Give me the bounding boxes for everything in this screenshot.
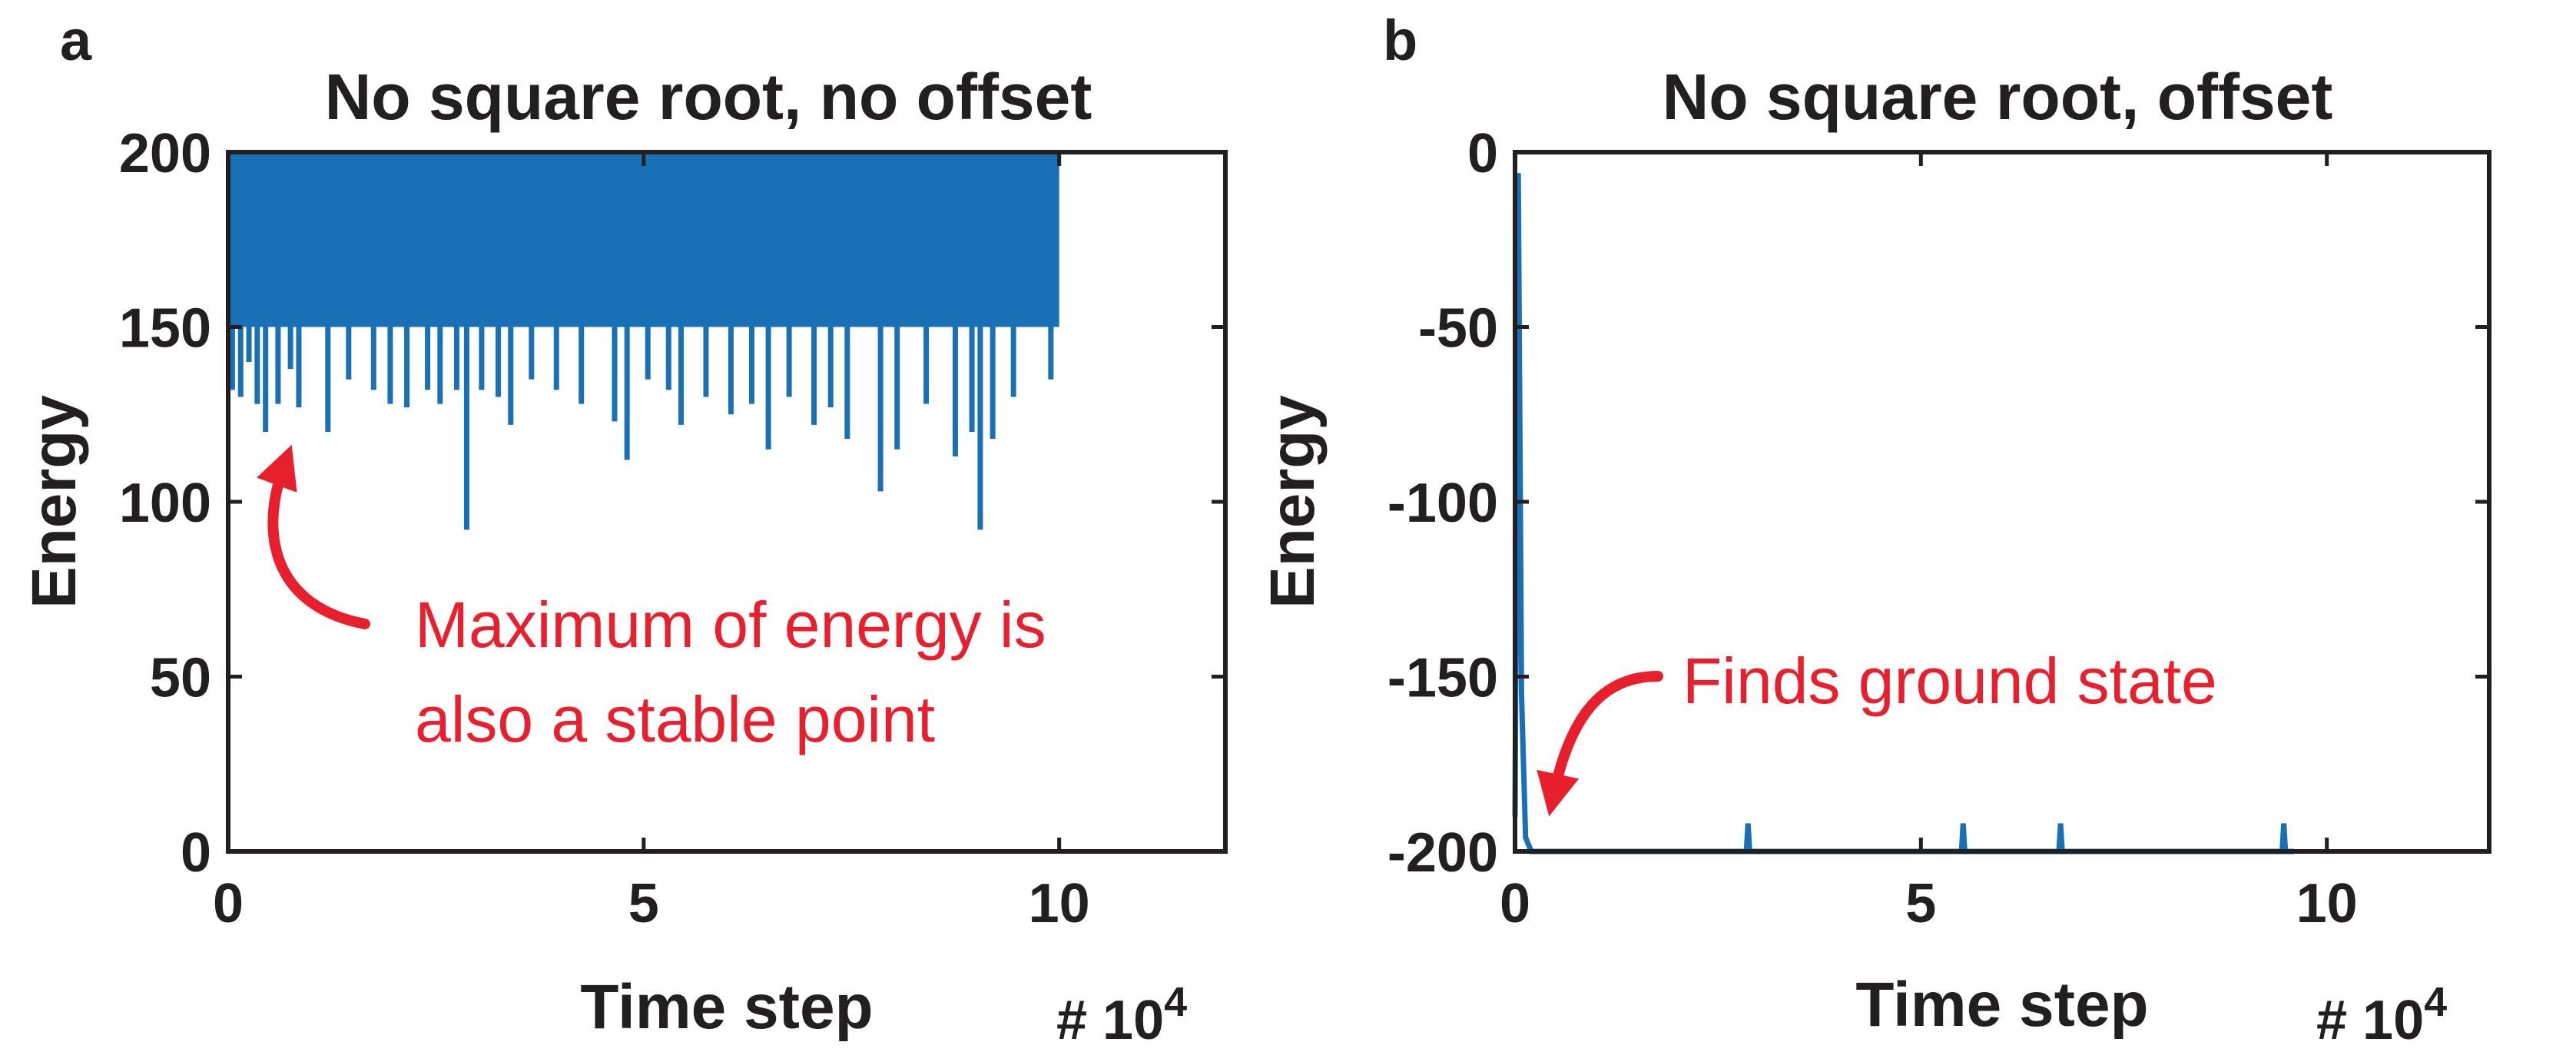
panel-a-y-axis-label: Energy (19, 395, 89, 609)
b-y-tick-label: 0 (1467, 123, 1498, 184)
a-x-tick-label: 5 (628, 873, 659, 934)
panel-a-series-band (228, 152, 1059, 327)
b-y-tick-label: -100 (1387, 473, 1498, 534)
panel-b-plot-area (1512, 173, 2295, 855)
panel-b-x-axis-label: Time step (1855, 970, 2148, 1040)
panel-a-x-ticks: 0 5 10 (213, 152, 1090, 934)
panel-b-x-ticks: 0 5 10 (1500, 152, 2358, 934)
panel-b-x-multiplier-base: # 10 (2316, 990, 2424, 1051)
b-x-tick-label: 0 (1500, 873, 1530, 934)
panel-b-y-ticks: 0 -50 -100 -150 -200 (1387, 123, 2489, 884)
a-x-tick-label: 10 (1029, 873, 1090, 934)
b-y-tick-label: -150 (1387, 648, 1498, 709)
panel-b: b No square root, offset 0 5 10 0 -50 -100 -1… (1258, 8, 2491, 1051)
panel-b-annotation: Finds ground state (1683, 645, 2217, 717)
b-y-tick-label: -50 (1418, 298, 1498, 360)
panel-b-annotation-arrow (1537, 671, 1663, 817)
panel-b-title: No square root, offset (1663, 61, 2333, 133)
panel-a-x-multiplier-exp: 4 (1164, 979, 1187, 1025)
a-y-tick-label: 150 (119, 298, 211, 360)
panel-a-x-multiplier-base: # 10 (1056, 990, 1164, 1051)
panel-b-series-line (1512, 173, 2295, 855)
b-x-tick-label: 10 (2296, 873, 2358, 934)
panel-a-x-multiplier: # 104 (1056, 979, 1187, 1051)
panel-a-label: a (60, 8, 92, 72)
a-x-tick-label: 0 (213, 873, 244, 934)
panel-b-y-axis-label: Energy (1258, 395, 1328, 609)
b-x-tick-label: 5 (1905, 873, 1936, 934)
panel-b-axes-box (1513, 150, 2491, 854)
a-y-tick-label: 0 (181, 822, 211, 884)
a-y-tick-label: 50 (150, 648, 211, 709)
panel-a-annotation-line-2: also a stable point (415, 683, 935, 755)
panel-b-x-multiplier: # 104 (2316, 979, 2447, 1051)
a-y-tick-label: 200 (119, 123, 211, 184)
panel-a-annotation-line-1: Maximum of energy is (415, 589, 1046, 661)
panel-a-y-ticks: 0 50 100 150 200 (119, 123, 1225, 884)
panel-b-label: b (1383, 8, 1417, 72)
panel-b-x-multiplier-exp: 4 (2424, 979, 2447, 1025)
panel-a-x-axis-label: Time step (580, 972, 873, 1042)
panel-a: a No square root, no offset 0 5 10 0 50 100 1… (19, 8, 1228, 1051)
panel-a-plot-area (226, 152, 1059, 851)
a-y-tick-label: 100 (119, 473, 211, 534)
panel-a-annotation-arrow (257, 444, 370, 629)
panel-a-title: No square root, no offset (325, 61, 1092, 133)
b-y-tick-label: -200 (1387, 822, 1498, 884)
